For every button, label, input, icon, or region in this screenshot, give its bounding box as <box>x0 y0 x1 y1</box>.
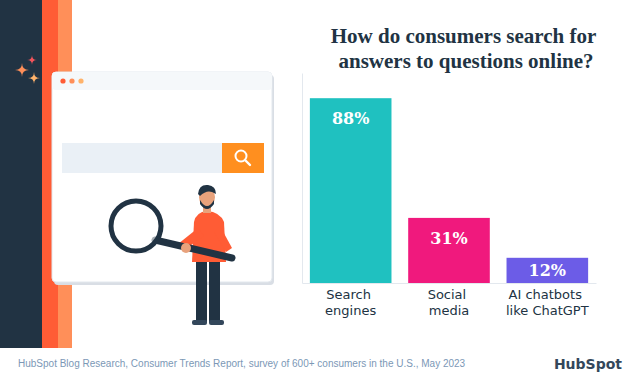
search-icon-handle <box>245 160 250 165</box>
sparkle <box>28 72 40 84</box>
x-tick-label: Social media <box>428 287 471 318</box>
person-hair <box>198 185 216 196</box>
logo: HubSpot <box>554 356 622 372</box>
data-label: 88% <box>332 109 369 128</box>
browser-window <box>52 72 272 282</box>
bar <box>310 98 392 283</box>
window-dot <box>60 78 65 83</box>
person-beard <box>200 200 214 209</box>
background <box>0 0 640 392</box>
x-tick-label: Search engines <box>325 287 376 318</box>
window-dot <box>69 78 74 83</box>
data-labels: 88% 31% 12% <box>332 109 566 280</box>
magnifier-handle <box>155 240 232 258</box>
x-tick: Search engines <box>325 287 376 318</box>
x-tick-label: AI chatbots like ChatGPT <box>506 287 589 318</box>
y-axis <box>302 74 303 284</box>
person-leg <box>209 258 220 322</box>
x-axis: Search engines Social media AI chatbots li… <box>303 284 597 319</box>
bar <box>507 258 589 283</box>
x-tick: AI chatbots like ChatGPT <box>506 287 589 318</box>
data-label: 12% <box>529 261 566 280</box>
x-tick: Social media <box>428 287 471 318</box>
navy-stripe <box>0 0 42 348</box>
window-bar <box>52 72 272 90</box>
window-dot <box>78 78 83 83</box>
data-label: 31% <box>430 229 467 248</box>
bar <box>408 218 490 283</box>
x-axis-line <box>303 283 597 284</box>
person-arm <box>214 226 232 252</box>
person-shoe <box>209 320 224 325</box>
illustration <box>0 0 274 348</box>
sparkle <box>15 63 29 77</box>
person-leg <box>196 258 207 322</box>
y-axis-line <box>302 74 303 284</box>
person-shoe <box>192 320 207 325</box>
chart-svg: How do consumers search for answers to q… <box>0 0 640 392</box>
chart-title: How do consumers search for answers to q… <box>331 24 601 73</box>
person-hand <box>181 243 191 253</box>
search-button <box>222 143 264 173</box>
bars <box>310 98 588 283</box>
search-bar <box>62 143 224 173</box>
sparkle <box>27 55 37 65</box>
source-note: HubSpot Blog Research, Consumer Trends R… <box>18 358 466 369</box>
magnifier-lens <box>111 201 161 251</box>
